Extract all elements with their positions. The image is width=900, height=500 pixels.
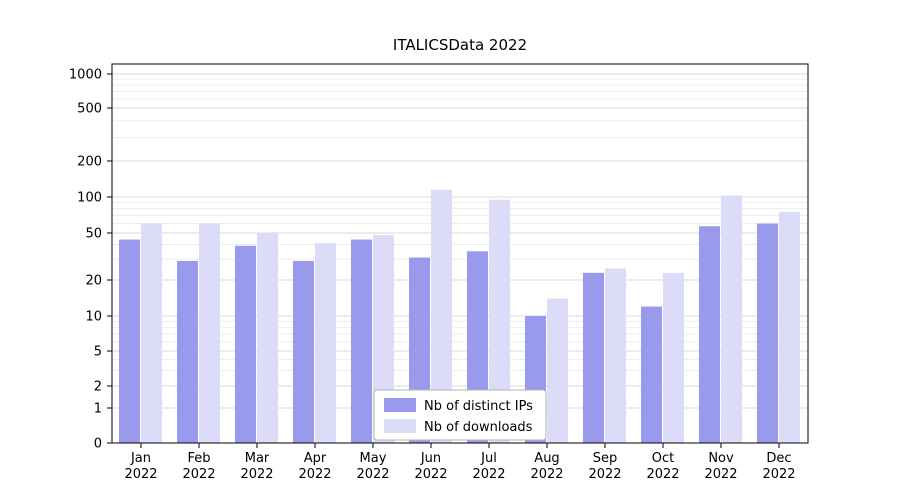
bar <box>177 260 198 443</box>
plot-border <box>111 63 809 444</box>
legend-swatch <box>384 398 416 412</box>
bar <box>489 199 510 443</box>
bar <box>351 239 372 443</box>
x-tick-label: Sep 2022 <box>588 451 621 482</box>
bar <box>721 195 742 443</box>
y-tick-label: 5 <box>94 345 102 360</box>
bar <box>315 243 336 443</box>
bar <box>605 268 626 443</box>
bar <box>663 272 684 443</box>
bar <box>141 223 162 443</box>
legend-label: Nb of distinct IPs <box>424 399 533 414</box>
bar <box>257 233 278 443</box>
chart-title: ITALICSData 2022 <box>393 36 527 54</box>
y-tick-label: 50 <box>85 227 102 242</box>
bar <box>779 211 800 443</box>
bar <box>199 223 220 443</box>
x-tick-label: Mar 2022 <box>240 451 273 482</box>
x-tick-label: Jul 2022 <box>472 451 505 482</box>
y-tick-label: 2 <box>94 380 102 395</box>
y-tick-label: 500 <box>77 102 102 117</box>
x-tick-label: Jun 2022 <box>414 451 447 482</box>
legend-label: Nb of downloads <box>424 420 533 435</box>
x-tick-label: Apr 2022 <box>298 451 331 482</box>
x-tick-label: Oct 2022 <box>646 451 679 482</box>
bar <box>547 298 568 443</box>
y-tick-label: 0 <box>94 437 102 452</box>
legend-box <box>373 389 547 441</box>
y-tick-label: 100 <box>77 191 102 206</box>
x-tick-label: Feb 2022 <box>182 451 215 482</box>
y-tick-label: 20 <box>85 274 102 289</box>
x-tick-label: Nov 2022 <box>704 451 737 482</box>
y-tick-label: 1000 <box>69 68 102 83</box>
bar <box>757 223 778 443</box>
bar <box>235 245 256 443</box>
bar <box>699 226 720 443</box>
x-tick-label: Aug 2022 <box>530 451 563 482</box>
y-tick-label: 10 <box>85 310 102 325</box>
y-tick-label: 200 <box>77 155 102 170</box>
bar <box>119 239 140 443</box>
bar <box>293 260 314 443</box>
y-tick-label: 1 <box>94 402 102 417</box>
bar <box>431 189 452 443</box>
bar <box>583 272 604 443</box>
legend-swatch <box>384 419 416 433</box>
x-tick-label: May 2022 <box>356 451 389 482</box>
x-tick-label: Dec 2022 <box>762 451 795 482</box>
x-tick-label: Jan 2022 <box>124 451 157 482</box>
bar <box>641 306 662 443</box>
